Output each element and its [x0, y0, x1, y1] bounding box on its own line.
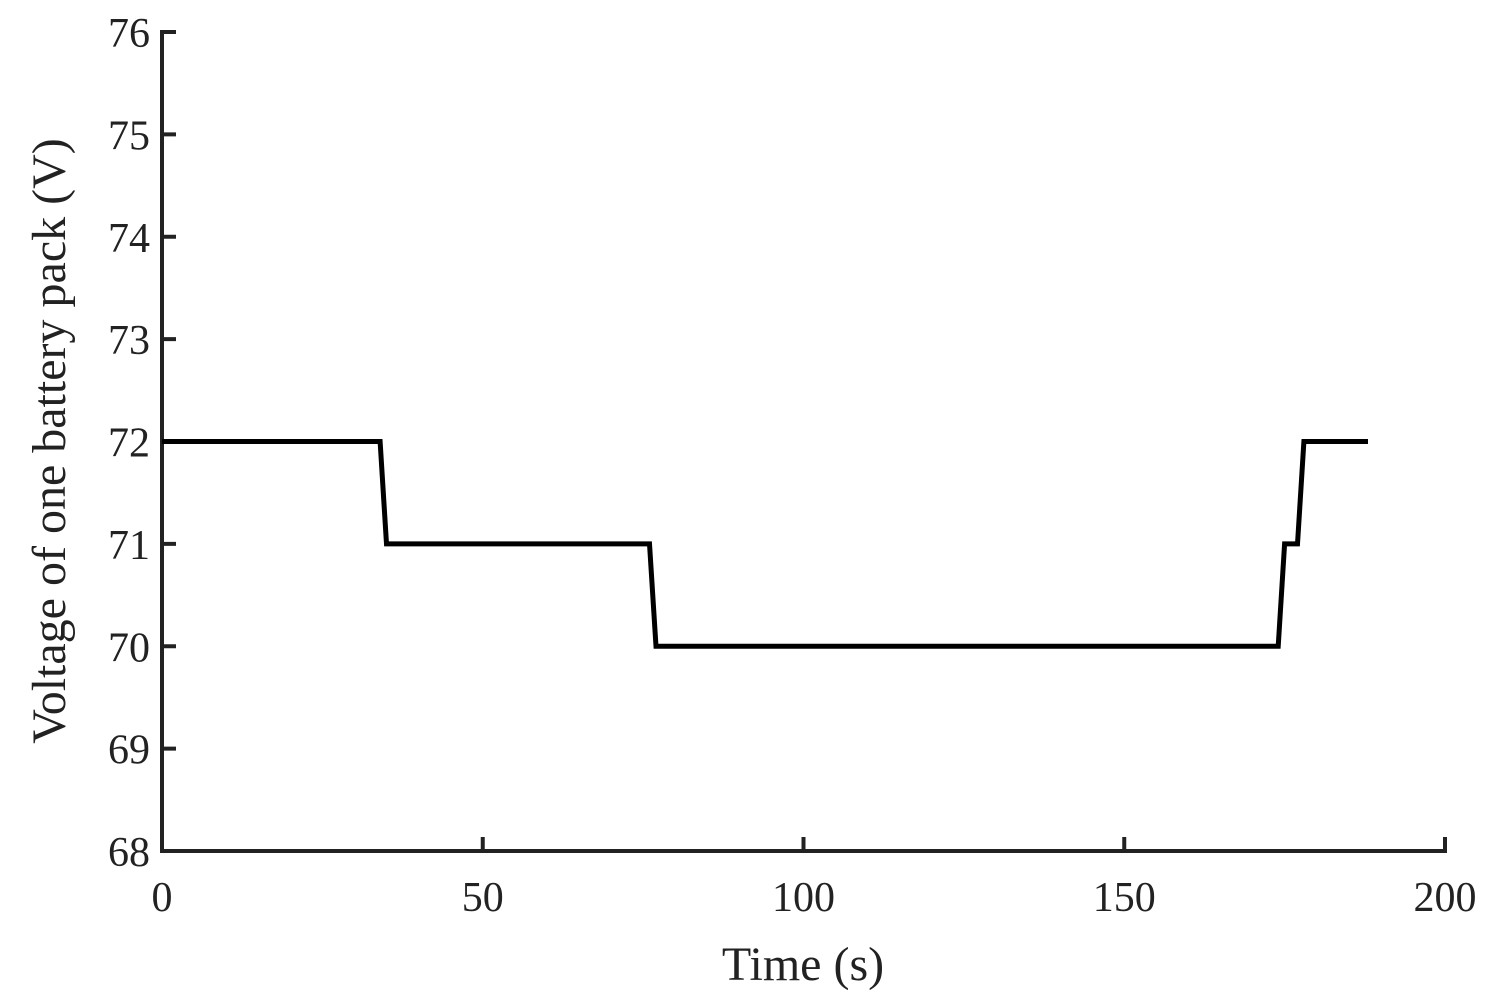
y-axis-title: Voltage of one battery pack (V) — [23, 138, 76, 744]
y-tick-label: 69 — [108, 728, 150, 774]
x-tick-label: 50 — [462, 875, 504, 921]
x-tick-label: 200 — [1414, 875, 1477, 921]
x-tick-label: 0 — [152, 875, 173, 921]
series-line-0 — [162, 439, 1368, 649]
y-tick-label: 75 — [108, 113, 150, 159]
plot-area — [162, 439, 1368, 649]
y-tick-label: 72 — [108, 421, 150, 467]
y-tick-label: 73 — [108, 318, 150, 364]
x-axis-title: Time (s) — [722, 938, 884, 991]
y-tick-label: 74 — [108, 216, 150, 262]
y-tick-label: 71 — [108, 523, 150, 569]
axes: 68 69 70 71 72 73 74 75 76 0 50 100 150 200 — [108, 11, 1477, 921]
y-tick-label: 68 — [108, 830, 150, 876]
y-tick-label: 76 — [108, 11, 150, 57]
x-tick-label: 150 — [1093, 875, 1156, 921]
x-tick-label: 100 — [772, 875, 835, 921]
y-tick-label: 70 — [108, 625, 150, 671]
